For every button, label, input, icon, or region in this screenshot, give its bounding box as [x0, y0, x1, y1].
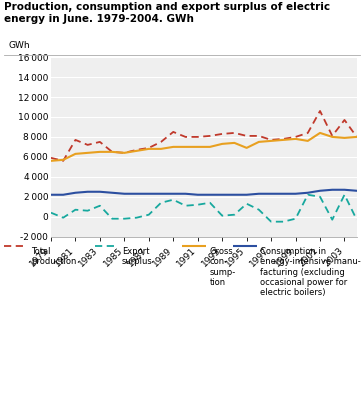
Text: Production, consumption and export surplus of electric
energy in June. 1979-2004: Production, consumption and export surpl…: [4, 2, 330, 24]
Text: Total
production: Total production: [31, 247, 76, 266]
Text: Gross
con-
sump-
tion: Gross con- sump- tion: [209, 247, 236, 287]
Text: GWh: GWh: [8, 41, 30, 50]
Text: Export
surplus: Export surplus: [122, 247, 153, 266]
Text: Consumption in
energy-intensive manu-
facturing (excluding
occasional power for
: Consumption in energy-intensive manu- fa…: [260, 247, 361, 297]
